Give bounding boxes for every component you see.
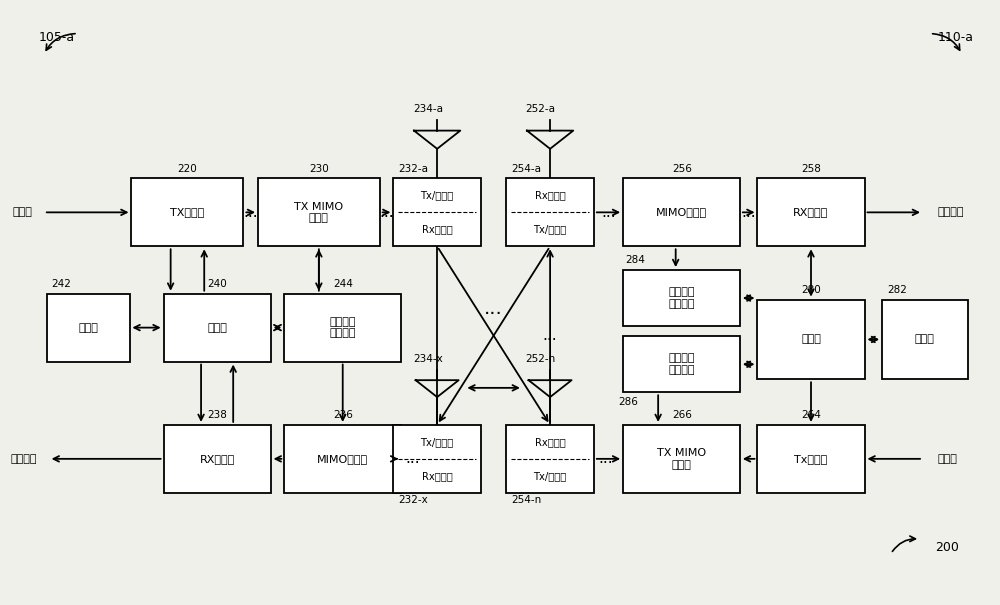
Text: 232-a: 232-a (398, 163, 428, 174)
Text: ...: ... (598, 451, 613, 466)
Text: 处理器: 处理器 (207, 322, 227, 333)
Text: Tx/调制器: Tx/调制器 (421, 437, 454, 447)
FancyBboxPatch shape (284, 425, 401, 493)
Text: ...: ... (543, 328, 557, 343)
FancyBboxPatch shape (131, 178, 243, 246)
Text: 242: 242 (52, 279, 71, 289)
Text: Rx解调器: Rx解调器 (535, 437, 565, 447)
Text: 功率余量
计算模块: 功率余量 计算模块 (668, 287, 695, 309)
FancyBboxPatch shape (393, 425, 481, 493)
FancyBboxPatch shape (623, 336, 740, 393)
Text: TX MIMO
处理器: TX MIMO 处理器 (657, 448, 706, 469)
FancyBboxPatch shape (258, 178, 380, 246)
Text: 252-n: 252-n (526, 355, 556, 364)
Text: 232-x: 232-x (398, 495, 428, 505)
Text: Rx解调器: Rx解调器 (422, 471, 453, 481)
Text: 282: 282 (887, 285, 907, 295)
Text: Tx/调制器: Tx/调制器 (533, 224, 567, 234)
Text: 数据源: 数据源 (938, 454, 957, 464)
Text: 256: 256 (672, 163, 692, 174)
Text: 数据输出: 数据输出 (11, 454, 37, 464)
Text: 230: 230 (309, 163, 329, 174)
Text: RX处理器: RX处理器 (200, 454, 235, 464)
Text: 数据源: 数据源 (12, 208, 32, 217)
Text: MIMO检测器: MIMO检测器 (317, 454, 368, 464)
Text: Rx解调器: Rx解调器 (422, 224, 453, 234)
Text: 236: 236 (333, 410, 353, 420)
Text: Tx/调制器: Tx/调制器 (533, 471, 567, 481)
Text: 功率余量
确定模块: 功率余量 确定模块 (329, 317, 356, 338)
FancyBboxPatch shape (393, 178, 481, 246)
Text: 功率余量
报告模块: 功率余量 报告模块 (668, 353, 695, 375)
FancyBboxPatch shape (284, 293, 401, 362)
Text: Tx/调制器: Tx/调制器 (421, 191, 454, 200)
Text: 284: 284 (625, 255, 645, 265)
Text: 105-a: 105-a (39, 31, 75, 44)
FancyBboxPatch shape (47, 293, 130, 362)
Text: Rx解调器: Rx解调器 (535, 191, 565, 200)
Text: 266: 266 (672, 410, 692, 420)
Text: 200: 200 (935, 541, 959, 554)
Text: 254-n: 254-n (511, 495, 541, 505)
FancyBboxPatch shape (623, 425, 740, 493)
Text: 数据输出: 数据输出 (938, 208, 964, 217)
Text: ...: ... (243, 205, 258, 220)
FancyBboxPatch shape (882, 299, 968, 379)
Text: RX处理器: RX处理器 (793, 208, 829, 217)
FancyBboxPatch shape (623, 178, 740, 246)
Text: 258: 258 (801, 163, 821, 174)
Text: ...: ... (484, 299, 503, 318)
Text: 240: 240 (207, 279, 227, 289)
Text: 存储器: 存储器 (915, 335, 935, 344)
Text: 244: 244 (333, 279, 353, 289)
Text: 280: 280 (801, 285, 821, 295)
Text: 110-a: 110-a (938, 31, 974, 44)
Text: TX处理器: TX处理器 (170, 208, 205, 217)
Text: 238: 238 (207, 410, 227, 420)
FancyBboxPatch shape (757, 425, 865, 493)
Text: ...: ... (741, 205, 756, 220)
FancyBboxPatch shape (623, 270, 740, 326)
FancyBboxPatch shape (164, 293, 271, 362)
Text: 处理器: 处理器 (801, 335, 821, 344)
FancyBboxPatch shape (164, 425, 271, 493)
Text: ...: ... (406, 451, 420, 466)
Text: TX MIMO
处理器: TX MIMO 处理器 (294, 201, 343, 223)
FancyBboxPatch shape (506, 425, 594, 493)
FancyBboxPatch shape (757, 299, 865, 379)
Text: 234-x: 234-x (413, 355, 443, 364)
Text: 264: 264 (801, 410, 821, 420)
Text: ...: ... (379, 205, 394, 220)
Text: 286: 286 (618, 397, 638, 407)
Text: MIMO检测器: MIMO检测器 (656, 208, 707, 217)
Text: 220: 220 (178, 163, 197, 174)
Text: 252-a: 252-a (526, 104, 556, 114)
Text: 存储器: 存储器 (78, 322, 98, 333)
FancyBboxPatch shape (757, 178, 865, 246)
Text: ...: ... (601, 205, 616, 220)
Text: Tx处理器: Tx处理器 (794, 454, 828, 464)
Text: 234-a: 234-a (413, 104, 443, 114)
Text: 254-a: 254-a (511, 163, 541, 174)
FancyBboxPatch shape (506, 178, 594, 246)
